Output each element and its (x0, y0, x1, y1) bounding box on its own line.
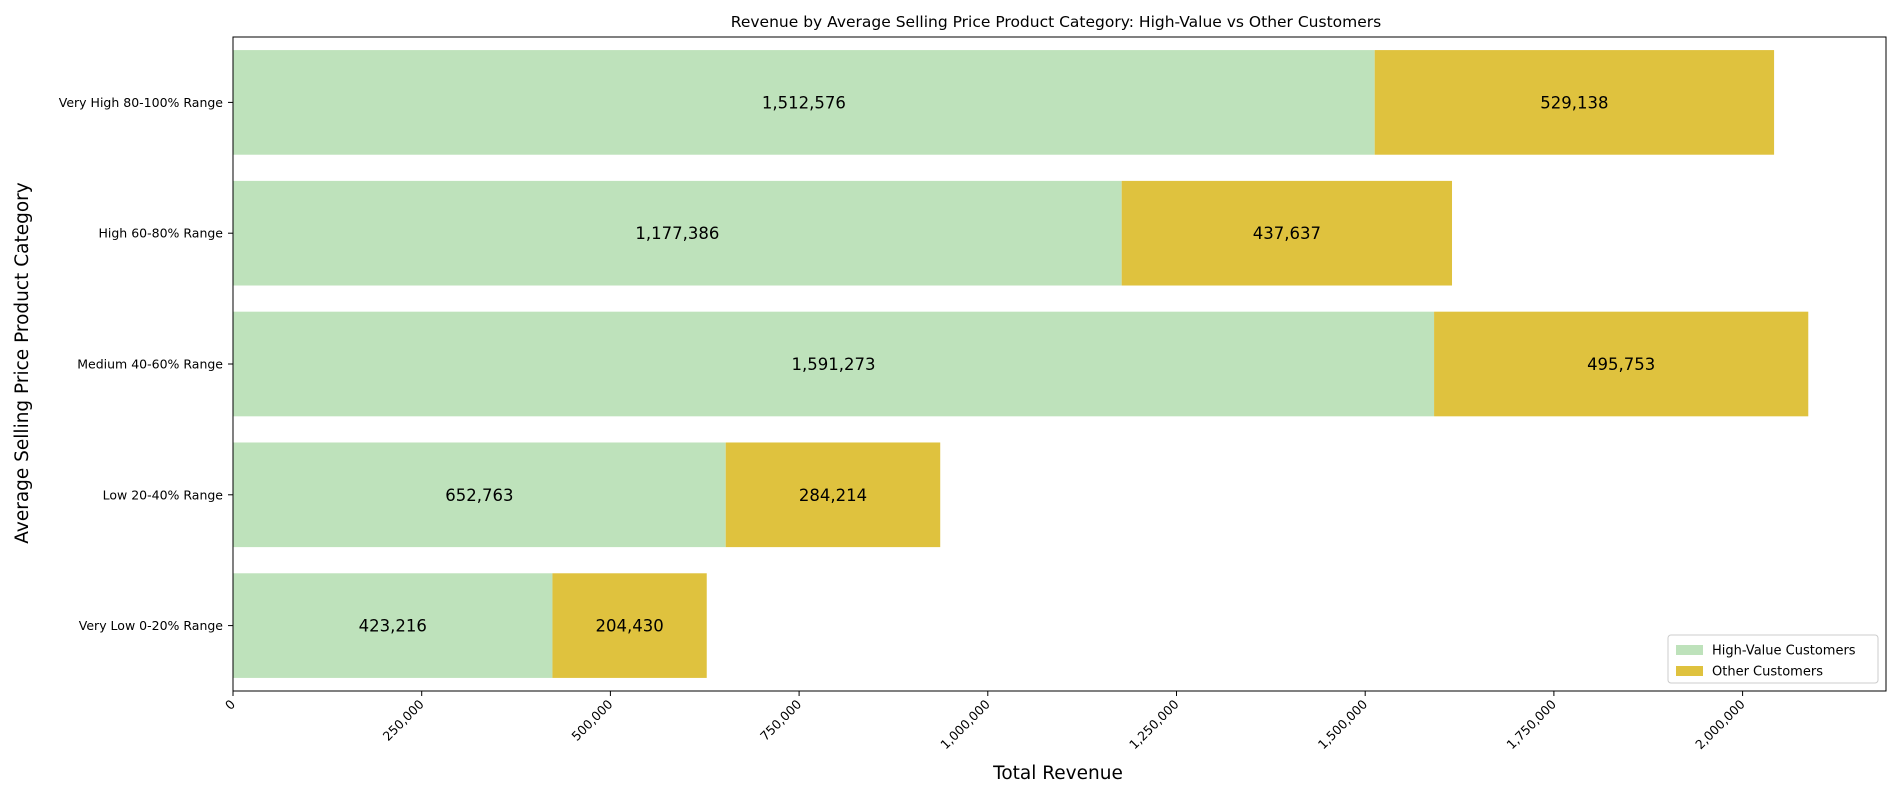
bar-other-2 (1434, 311, 1809, 417)
bar-high-value-2 (233, 311, 1435, 417)
y-tick-label: High 60-80% Range (99, 226, 224, 241)
bar-other-4 (552, 573, 707, 678)
bar-high-value-4 (233, 573, 553, 678)
bar-other-1 (1121, 180, 1453, 286)
chart-title: Revenue by Average Selling Price Product… (731, 13, 1381, 31)
y-tick-label: Low 20-40% Range (103, 487, 224, 502)
legend-entry-label: Other Customers (1712, 665, 1823, 680)
bar-value-label: 423,216 (359, 617, 427, 636)
y-tick-label: Very Low 0-20% Range (79, 618, 224, 633)
legend-entry-label: High-Value Customers (1712, 644, 1856, 659)
x-tick-label: 750,000 (757, 696, 804, 743)
x-tick-label: 2,000,000 (1692, 696, 1748, 752)
plot-frame (232, 36, 1887, 692)
bar-value-label: 437,637 (1253, 224, 1321, 243)
bar-value-label: 284,214 (799, 486, 867, 505)
bars-layer (233, 50, 1809, 678)
x-tick-label: 1,250,000 (1126, 696, 1182, 752)
x-tick-label: 500,000 (568, 696, 615, 743)
x-tick-label: 250,000 (380, 696, 427, 743)
x-tick-label: 1,750,000 (1503, 696, 1559, 752)
bar-value-label: 1,512,576 (762, 93, 846, 112)
bar-value-label: 1,177,386 (635, 224, 719, 243)
legend: High-Value Customers Other Customers (1667, 634, 1879, 684)
x-tick-label: 1,000,000 (937, 696, 993, 752)
bar-high-value-1 (233, 180, 1122, 286)
bar-other-3 (725, 442, 941, 548)
y-axis-label: Average Selling Price Product Category (12, 182, 33, 543)
bar-value-label: 529,138 (1540, 93, 1608, 112)
bar-value-label: 652,763 (445, 486, 513, 505)
bar-high-value-0 (233, 50, 1375, 155)
bar-value-labels: 1,512,576 529,138 1,177,386 437,637 1,591,27… (359, 93, 1656, 635)
bar-other-0 (1374, 50, 1775, 155)
legend-box (1667, 634, 1879, 684)
y-tick-label: Medium 40-60% Range (77, 357, 223, 372)
legend-swatch (1676, 666, 1703, 676)
x-tick-label: 1,500,000 (1315, 696, 1371, 752)
bar-value-label: 204,430 (595, 617, 663, 636)
bar-value-label: 1,591,273 (792, 355, 876, 374)
bar-value-label: 495,753 (1587, 355, 1655, 374)
y-tick-label: Very High 80-100% Range (59, 95, 224, 110)
x-axis-label: Total Revenue (992, 763, 1123, 784)
x-tick-label: 0 (222, 696, 238, 712)
bar-high-value-3 (233, 442, 726, 548)
legend-swatch (1676, 645, 1703, 655)
